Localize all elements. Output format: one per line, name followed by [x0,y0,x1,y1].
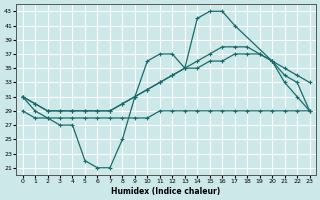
X-axis label: Humidex (Indice chaleur): Humidex (Indice chaleur) [111,187,221,196]
